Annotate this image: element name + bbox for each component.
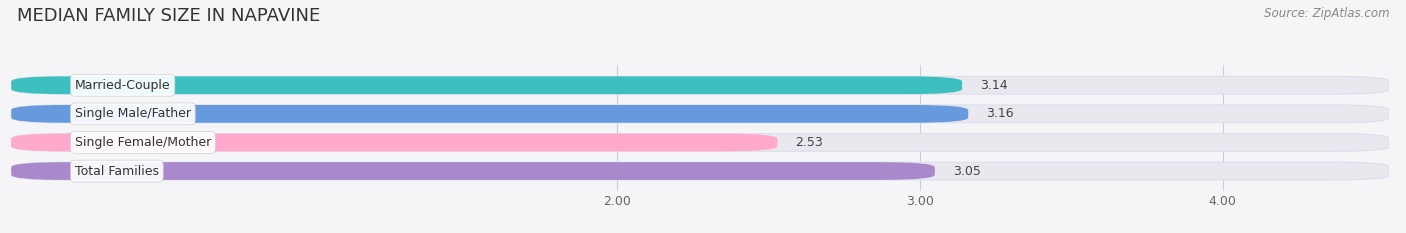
FancyBboxPatch shape [11, 76, 1389, 94]
FancyBboxPatch shape [11, 134, 778, 151]
FancyBboxPatch shape [11, 134, 1389, 151]
Text: Single Male/Father: Single Male/Father [75, 107, 191, 120]
FancyBboxPatch shape [11, 105, 1389, 123]
Text: 2.53: 2.53 [796, 136, 824, 149]
FancyBboxPatch shape [11, 162, 1389, 180]
Text: 3.16: 3.16 [987, 107, 1014, 120]
Text: 3.05: 3.05 [953, 164, 981, 178]
Text: MEDIAN FAMILY SIZE IN NAPAVINE: MEDIAN FAMILY SIZE IN NAPAVINE [17, 7, 321, 25]
Text: 3.14: 3.14 [980, 79, 1008, 92]
Text: Source: ZipAtlas.com: Source: ZipAtlas.com [1264, 7, 1389, 20]
FancyBboxPatch shape [11, 105, 969, 123]
FancyBboxPatch shape [11, 162, 935, 180]
FancyBboxPatch shape [11, 76, 962, 94]
Text: Total Families: Total Families [75, 164, 159, 178]
Text: Single Female/Mother: Single Female/Mother [75, 136, 211, 149]
Text: Married-Couple: Married-Couple [75, 79, 170, 92]
